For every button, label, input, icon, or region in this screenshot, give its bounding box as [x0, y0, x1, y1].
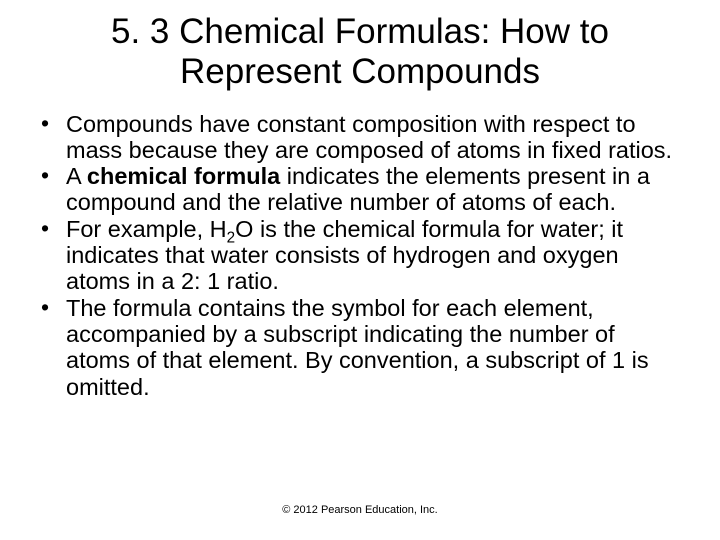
list-item: Compounds have constant composition with…	[36, 111, 684, 164]
slide: 5. 3 Chemical Formulas: How to Represent…	[0, 0, 720, 540]
list-item: For example, H2O is the chemical formula…	[36, 216, 684, 295]
copyright-footer: © 2012 Pearson Education, Inc.	[0, 504, 720, 516]
page-title: 5. 3 Chemical Formulas: How to Represent…	[36, 12, 684, 93]
list-item: The formula contains the symbol for each…	[36, 295, 684, 400]
list-item: A chemical formula indicates the element…	[36, 163, 684, 216]
bullet-list: Compounds have constant composition with…	[36, 111, 684, 400]
